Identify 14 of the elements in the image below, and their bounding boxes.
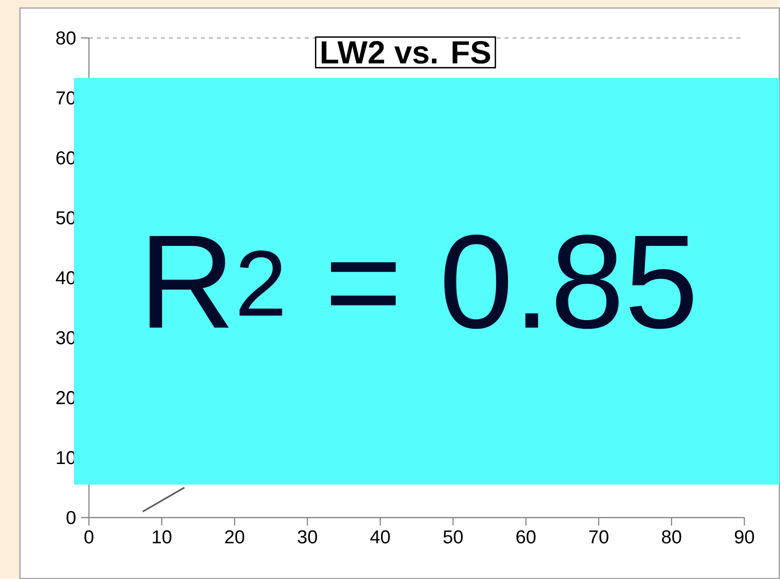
x-tick-label: 60 [516,530,536,544]
x-tick-label: 0 [84,530,94,544]
x-tick-label: 20 [225,530,244,544]
y-tick-label: 0 [66,510,76,524]
x-tick-label: 10 [152,530,172,544]
chart-title: LW2 vs. FS [322,40,490,64]
x-tick-label: 50 [443,530,463,544]
x-tick-label: 80 [662,530,682,544]
x-tick-label: 40 [370,530,390,544]
x-tick-label: 90 [734,530,754,544]
y-tick-label: 80 [56,31,76,44]
x-tick-label: 70 [589,530,608,544]
annotation: R$^{2}$ = 0.85 [150,234,693,329]
x-tick-label: 30 [298,530,318,544]
